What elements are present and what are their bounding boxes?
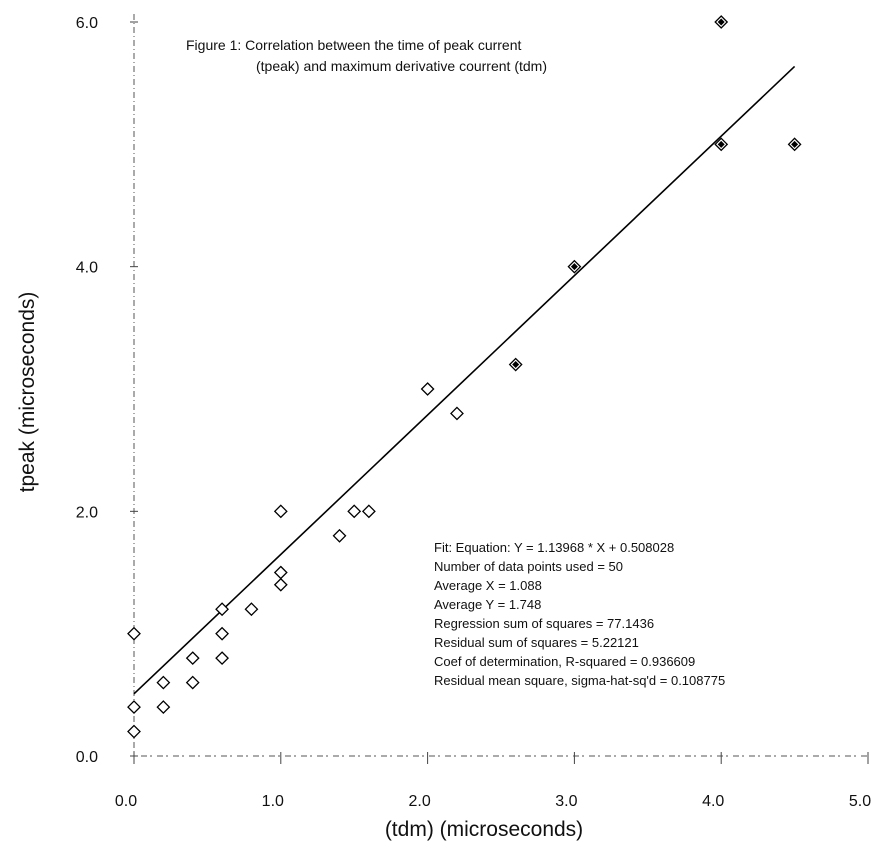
x-tick-labels: 0.0 1.0 2.0 3.0 4.0 5.0 <box>115 752 871 810</box>
stats-line: Regression sum of squares = 77.1436 <box>434 616 654 631</box>
y-tick-label: 2.0 <box>76 504 98 521</box>
data-point <box>273 577 288 592</box>
data-point <box>361 504 376 519</box>
fit-line-group <box>133 65 796 695</box>
axes <box>133 14 868 760</box>
data-point <box>215 651 229 666</box>
x-axis-title: (tdm) (microseconds) <box>385 818 583 841</box>
data-point <box>127 724 141 739</box>
data-point <box>347 504 362 519</box>
data-point <box>185 675 200 690</box>
stats-line: Average Y = 1.748 <box>434 597 541 612</box>
x-tick-label: 3.0 <box>555 793 577 810</box>
data-point <box>273 504 288 519</box>
data-point <box>450 406 464 421</box>
data-point <box>127 700 141 714</box>
stats-line: Number of data points used = 50 <box>434 559 623 574</box>
data-point-filled-core <box>791 140 799 148</box>
data-point <box>273 565 288 580</box>
data-point <box>420 382 435 396</box>
data-point <box>332 528 347 543</box>
x-tick-label: 1.0 <box>262 793 284 810</box>
y-axis-title: tpeak (microseconds) <box>16 292 39 493</box>
stats-line: Residual sum of squares = 5.22121 <box>434 635 639 650</box>
data-points <box>127 15 802 739</box>
x-tick-label: 5.0 <box>849 793 871 810</box>
regression-stats: Fit: Equation: Y = 1.13968 * X + 0.50802… <box>434 540 725 688</box>
data-point-filled-core <box>570 263 578 271</box>
y-tick-label: 4.0 <box>76 260 98 277</box>
data-point-filled-core <box>512 361 520 369</box>
y-tick-label: 0.0 <box>76 749 98 766</box>
fit-line <box>133 65 796 695</box>
y-tick-labels: 0.0 2.0 4.0 6.0 <box>76 15 138 766</box>
chart-title-line-1: Figure 1: Correlation between the time o… <box>186 37 522 53</box>
y-tick-label: 6.0 <box>76 15 98 32</box>
data-point-filled-core <box>717 18 725 26</box>
data-point <box>215 602 229 617</box>
data-point-filled-core <box>717 140 725 148</box>
stats-line: Residual mean square, sigma-hat-sq'd = 0… <box>434 673 725 688</box>
x-tick-label: 4.0 <box>702 793 724 810</box>
data-point <box>156 700 171 714</box>
data-point <box>127 626 141 641</box>
data-point <box>244 602 259 617</box>
stats-line: Average X = 1.088 <box>434 578 542 593</box>
stats-line: Coef of determination, R-squared = 0.936… <box>434 654 695 669</box>
x-tick-label: 0.0 <box>115 793 137 810</box>
data-point <box>215 626 229 641</box>
stats-line: Fit: Equation: Y = 1.13968 * X + 0.50802… <box>434 540 674 555</box>
data-point <box>185 651 200 666</box>
x-tick-label: 2.0 <box>408 793 430 810</box>
chart-title-line-2: (tpeak) and maximum derivative courrent … <box>256 58 547 74</box>
data-point <box>156 675 171 690</box>
